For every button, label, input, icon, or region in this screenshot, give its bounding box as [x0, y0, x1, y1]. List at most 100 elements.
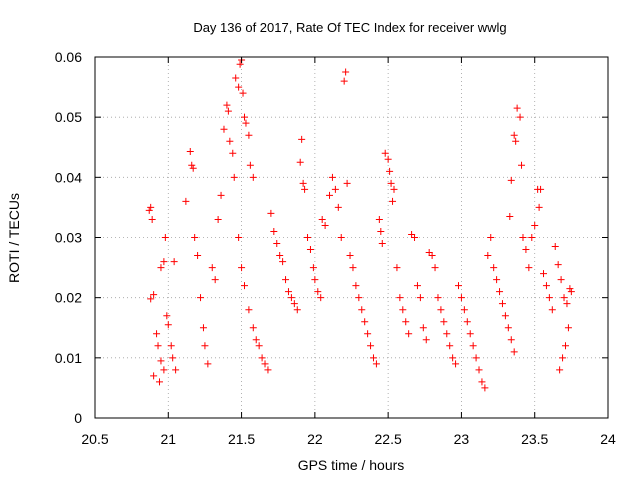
x-tick-label: 24: [600, 431, 616, 447]
data-point: [511, 348, 518, 355]
data-point: [329, 174, 336, 181]
x-tick-label: 22: [307, 431, 323, 447]
data-point: [238, 264, 245, 271]
data-point: [561, 294, 568, 301]
data-point: [307, 246, 314, 253]
data-point: [558, 276, 565, 283]
data-point: [232, 75, 239, 82]
data-point: [562, 342, 569, 349]
data-point: [314, 288, 321, 295]
chart: Day 136 of 2017, Rate Of TEC Index for r…: [0, 0, 640, 480]
data-point: [452, 360, 459, 367]
data-point: [552, 243, 559, 250]
data-point: [204, 360, 211, 367]
y-tick-label: 0: [74, 410, 82, 426]
data-point: [481, 384, 488, 391]
data-point: [344, 180, 351, 187]
data-point: [546, 294, 553, 301]
data-point: [434, 294, 441, 301]
data-point: [153, 330, 160, 337]
x-tick-label: 23.5: [521, 431, 548, 447]
data-point: [212, 276, 219, 283]
x-axis-label: GPS time / hours: [298, 457, 405, 473]
data-point: [464, 318, 471, 325]
data-point: [417, 294, 424, 301]
data-point: [370, 354, 377, 361]
data-point: [385, 156, 392, 163]
data-point: [155, 342, 162, 349]
x-tick-label: 20.5: [81, 431, 108, 447]
data-point: [449, 354, 456, 361]
data-point: [458, 294, 465, 301]
data-point: [245, 132, 252, 139]
data-point: [169, 354, 176, 361]
data-point: [347, 252, 354, 259]
data-point: [242, 120, 249, 127]
data-point: [361, 318, 368, 325]
data-point: [165, 321, 172, 328]
data-point: [262, 360, 269, 367]
data-point: [478, 378, 485, 385]
data-point: [188, 162, 195, 169]
y-tick-label: 0.02: [55, 290, 82, 306]
data-point: [461, 306, 468, 313]
data-point: [171, 258, 178, 265]
data-point: [423, 336, 430, 343]
data-point: [502, 312, 509, 319]
data-point: [373, 360, 380, 367]
data-point: [168, 342, 175, 349]
data-point: [496, 288, 503, 295]
chart-title: Day 136 of 2017, Rate Of TEC Index for r…: [193, 20, 506, 35]
data-point: [291, 300, 298, 307]
data-point: [156, 378, 163, 385]
y-axis-label: ROTI / TECUs: [6, 193, 22, 283]
data-point: [522, 246, 529, 253]
data-point: [352, 282, 359, 289]
data-point: [247, 162, 254, 169]
data-point: [160, 366, 167, 373]
y-tick-labels: 0 0.01 0.02 0.03 0.04 0.05 0.06: [55, 49, 82, 426]
data-point: [443, 330, 450, 337]
data-point: [519, 234, 526, 241]
data-point: [215, 216, 222, 223]
data-point: [364, 330, 371, 337]
data-point: [240, 90, 247, 97]
x-tick-label: 23: [454, 431, 470, 447]
data-point: [241, 282, 248, 289]
data-point: [355, 294, 362, 301]
data-point: [467, 330, 474, 337]
data-point: [508, 177, 515, 184]
data-point: [420, 324, 427, 331]
y-tick-label: 0.06: [55, 49, 82, 65]
data-point: [253, 336, 260, 343]
x-tick-labels: 20.5 21 21.5 22 22.5 23 23.5 24: [81, 431, 616, 447]
data-point: [241, 114, 248, 121]
data-point: [506, 213, 513, 220]
data-point: [273, 240, 280, 247]
data-point: [200, 324, 207, 331]
data-point: [493, 276, 500, 283]
data-point: [146, 207, 153, 214]
data-point: [229, 150, 236, 157]
data-point: [162, 234, 169, 241]
data-point: [298, 136, 305, 143]
data-point: [543, 282, 550, 289]
data-point: [190, 165, 197, 172]
data-point: [225, 108, 232, 115]
data-point: [288, 294, 295, 301]
data-point: [197, 294, 204, 301]
data-point: [235, 84, 242, 91]
data-point: [267, 210, 274, 217]
y-tick-label: 0.01: [55, 350, 82, 366]
data-point: [187, 148, 194, 155]
data-point: [518, 162, 525, 169]
data-point: [250, 174, 257, 181]
data-point: [218, 192, 225, 199]
data-point: [256, 342, 263, 349]
data-point: [367, 342, 374, 349]
data-point: [358, 306, 365, 313]
data-point: [386, 168, 393, 175]
data-point: [279, 258, 286, 265]
data-point: [332, 186, 339, 193]
data-point: [220, 126, 227, 133]
